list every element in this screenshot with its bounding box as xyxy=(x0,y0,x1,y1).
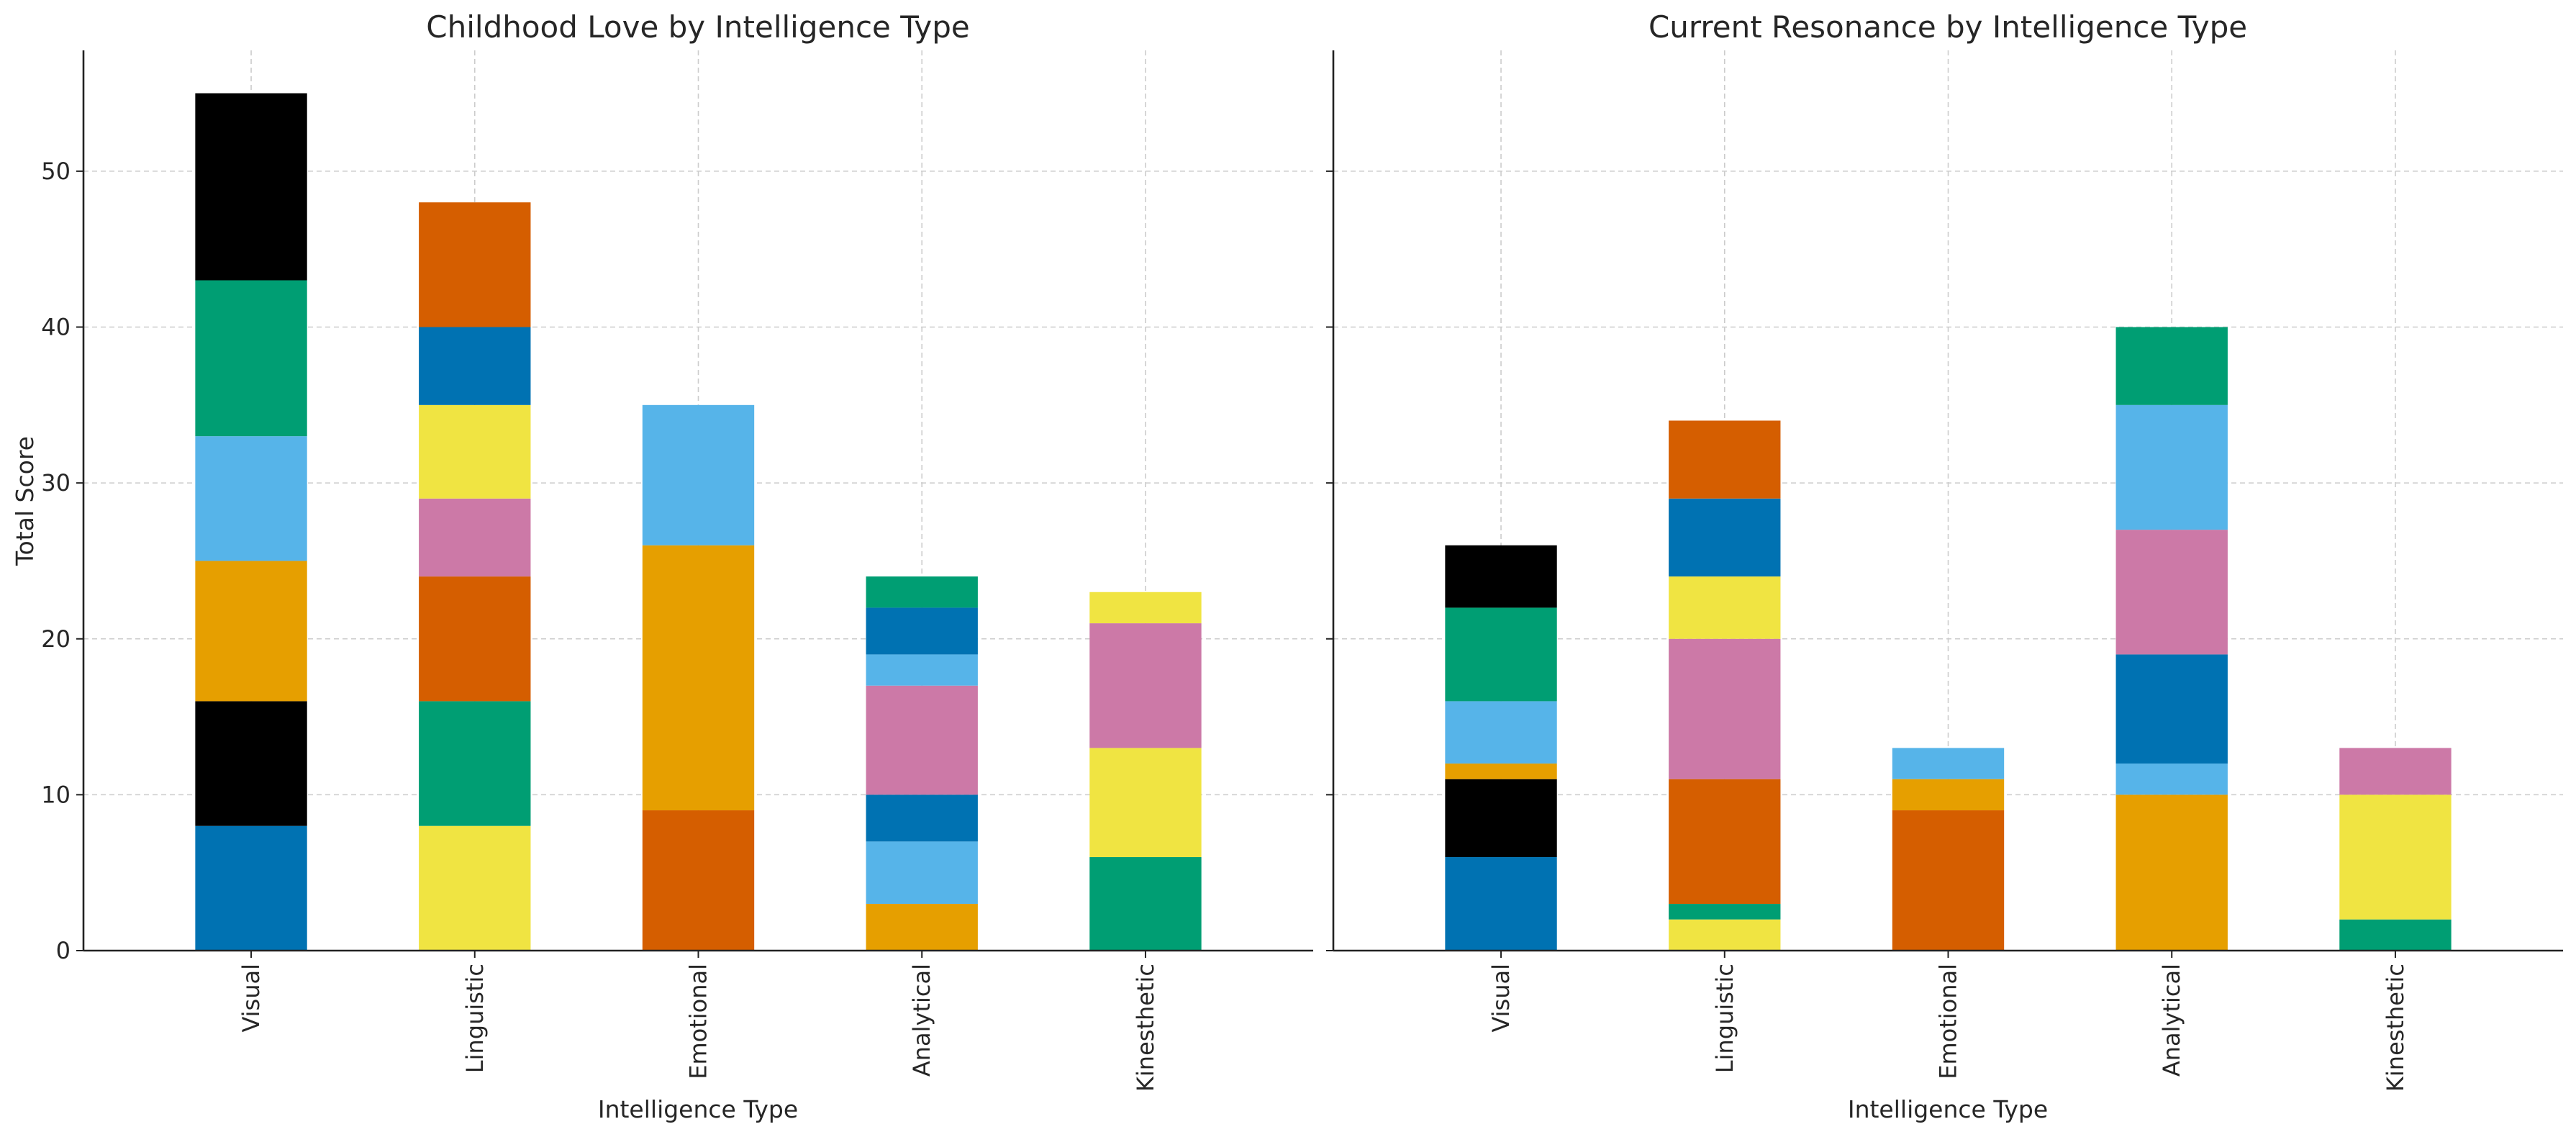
y-tick-label-30: 30 xyxy=(41,469,71,497)
bar-segment-emotional-0 xyxy=(642,810,755,951)
bar-segment-analytical-3 xyxy=(2115,530,2228,655)
bar-segment-visual-3 xyxy=(195,436,307,561)
bar-segment-emotional-2 xyxy=(642,404,755,545)
x-tick-label-analytical: Analytical xyxy=(2158,964,2185,1077)
bar-segment-linguistic-5 xyxy=(419,327,531,405)
bar-segment-analytical-3 xyxy=(866,685,978,795)
bar-segment-analytical-0 xyxy=(866,904,978,951)
bar-segment-kinesthetic-0 xyxy=(1089,857,1202,951)
x-axis-label: Intelligence Type xyxy=(598,1095,798,1123)
bar-segment-analytical-4 xyxy=(2115,404,2228,530)
bar-segment-linguistic-0 xyxy=(1669,919,1781,951)
bar-segment-linguistic-4 xyxy=(1669,576,1781,639)
bar-segment-visual-2 xyxy=(195,561,307,702)
bar-segment-visual-5 xyxy=(1445,545,1557,608)
bar-segment-linguistic-3 xyxy=(419,498,531,577)
y-tick-labels: 0 10 20 30 40 50 xyxy=(41,158,71,964)
x-tick-label-emotional: Emotional xyxy=(685,964,712,1079)
bar-segment-analytical-2 xyxy=(2115,654,2228,764)
x-tick-label-visual: Visual xyxy=(237,964,265,1033)
bar-segment-analytical-2 xyxy=(866,794,978,842)
bar-segment-emotional-2 xyxy=(1892,748,2005,779)
bar-segment-kinesthetic-3 xyxy=(1089,592,1202,624)
y-tick-label-10: 10 xyxy=(41,781,71,808)
x-tick-label-kinesthetic: Kinesthetic xyxy=(1132,964,1159,1092)
bar-segment-analytical-1 xyxy=(2115,764,2228,795)
bar-segment-visual-1 xyxy=(195,701,307,826)
bar-stacks xyxy=(195,93,1202,951)
bar-segment-linguistic-3 xyxy=(1669,638,1781,779)
x-tick-labels: Visual Linguistic Emotional Analytical Kines… xyxy=(237,964,1159,1092)
x-tick-label-linguistic: Linguistic xyxy=(461,964,489,1073)
bar-segment-kinesthetic-2 xyxy=(1089,623,1202,748)
bar-segment-emotional-0 xyxy=(1892,810,2005,951)
y-axis-label: Total Score xyxy=(11,436,39,566)
bar-segment-linguistic-0 xyxy=(419,825,531,951)
x-tick-labels: Visual Linguistic Emotional Analytical Kines… xyxy=(1487,964,2409,1092)
y-tick-label-50: 50 xyxy=(41,158,71,185)
x-tick-label-linguistic: Linguistic xyxy=(1711,964,1738,1073)
bar-segment-emotional-1 xyxy=(1892,779,2005,811)
bar-segment-linguistic-5 xyxy=(1669,498,1781,577)
bar-segment-kinesthetic-1 xyxy=(2339,794,2452,920)
bar-segment-linguistic-4 xyxy=(419,404,531,499)
bar-segment-visual-5 xyxy=(195,93,307,281)
bar-segment-visual-2 xyxy=(1445,764,1557,779)
bar-segment-linguistic-6 xyxy=(419,202,531,327)
chart-title: Childhood Love by Intelligence Type xyxy=(426,9,969,45)
bar-segment-visual-4 xyxy=(195,280,307,437)
y-tick-label-20: 20 xyxy=(41,625,71,653)
bar-segment-visual-3 xyxy=(1445,701,1557,764)
bar-segment-analytical-0 xyxy=(2115,794,2228,951)
bar-segment-analytical-6 xyxy=(866,576,978,608)
axes xyxy=(76,50,1313,958)
chart-panel-childhood-love: Childhood Love by Intelligence Type Tota… xyxy=(11,9,1313,1123)
y-tick-label-0: 0 xyxy=(56,937,71,964)
bar-segment-kinesthetic-2 xyxy=(2339,748,2452,795)
bar-segment-analytical-5 xyxy=(866,607,978,655)
bar-segment-linguistic-2 xyxy=(1669,779,1781,905)
bar-segment-analytical-4 xyxy=(866,654,978,686)
chart-title: Current Resonance by Intelligence Type xyxy=(1648,9,2247,45)
chart-panel-current-resonance: Current Resonance by Intelligence Type I… xyxy=(1326,9,2563,1123)
x-tick-label-visual: Visual xyxy=(1487,964,1515,1033)
x-axis-label: Intelligence Type xyxy=(1848,1095,2048,1123)
bar-segment-visual-0 xyxy=(195,825,307,951)
bar-segment-visual-4 xyxy=(1445,607,1557,702)
bar-segment-kinesthetic-0 xyxy=(2339,919,2452,951)
y-tick-label-40: 40 xyxy=(41,314,71,341)
bar-stacks xyxy=(1445,327,2452,951)
bar-segment-linguistic-6 xyxy=(1669,420,1781,499)
x-tick-label-kinesthetic: Kinesthetic xyxy=(2382,964,2409,1092)
axes xyxy=(1326,50,2563,958)
bar-segment-emotional-1 xyxy=(642,545,755,811)
bar-segment-visual-1 xyxy=(1445,779,1557,858)
bar-segment-visual-0 xyxy=(1445,857,1557,951)
bar-segment-kinesthetic-1 xyxy=(1089,748,1202,858)
bar-segment-linguistic-2 xyxy=(419,576,531,702)
bar-segment-linguistic-1 xyxy=(1669,904,1781,920)
bar-segment-linguistic-1 xyxy=(419,701,531,826)
x-tick-label-emotional: Emotional xyxy=(1935,964,1962,1079)
bar-segment-analytical-1 xyxy=(866,841,978,905)
bar-segment-analytical-5 xyxy=(2115,327,2228,405)
x-tick-label-analytical: Analytical xyxy=(908,964,935,1077)
